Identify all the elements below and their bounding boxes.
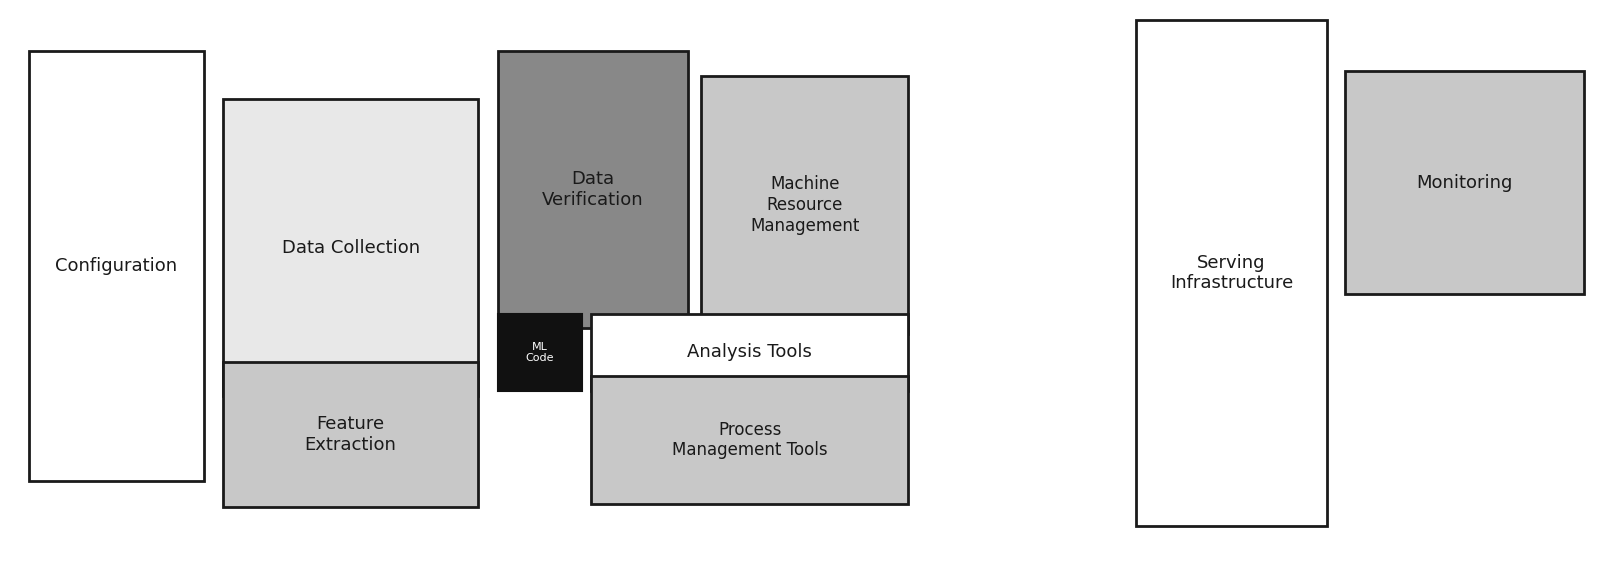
FancyBboxPatch shape: [1345, 71, 1584, 294]
Text: Feature
Extraction: Feature Extraction: [305, 415, 396, 454]
FancyBboxPatch shape: [29, 51, 204, 481]
Text: Configuration: Configuration: [55, 257, 178, 275]
FancyBboxPatch shape: [223, 99, 478, 396]
Text: Serving
Infrastructure: Serving Infrastructure: [1170, 254, 1293, 293]
FancyBboxPatch shape: [701, 76, 908, 334]
Text: Analysis Tools: Analysis Tools: [687, 344, 813, 361]
FancyBboxPatch shape: [1136, 20, 1327, 526]
FancyBboxPatch shape: [591, 376, 908, 504]
Text: Data Collection: Data Collection: [281, 239, 420, 256]
FancyBboxPatch shape: [223, 362, 478, 507]
Text: Machine
Resource
Management: Machine Resource Management: [750, 175, 860, 235]
FancyBboxPatch shape: [498, 51, 688, 328]
Text: Process
Management Tools: Process Management Tools: [672, 421, 827, 460]
Text: ML
Code: ML Code: [525, 341, 554, 363]
FancyBboxPatch shape: [498, 314, 582, 391]
Text: Monitoring: Monitoring: [1416, 174, 1513, 191]
Text: Data
Verification: Data Verification: [543, 170, 643, 209]
FancyBboxPatch shape: [591, 314, 908, 391]
